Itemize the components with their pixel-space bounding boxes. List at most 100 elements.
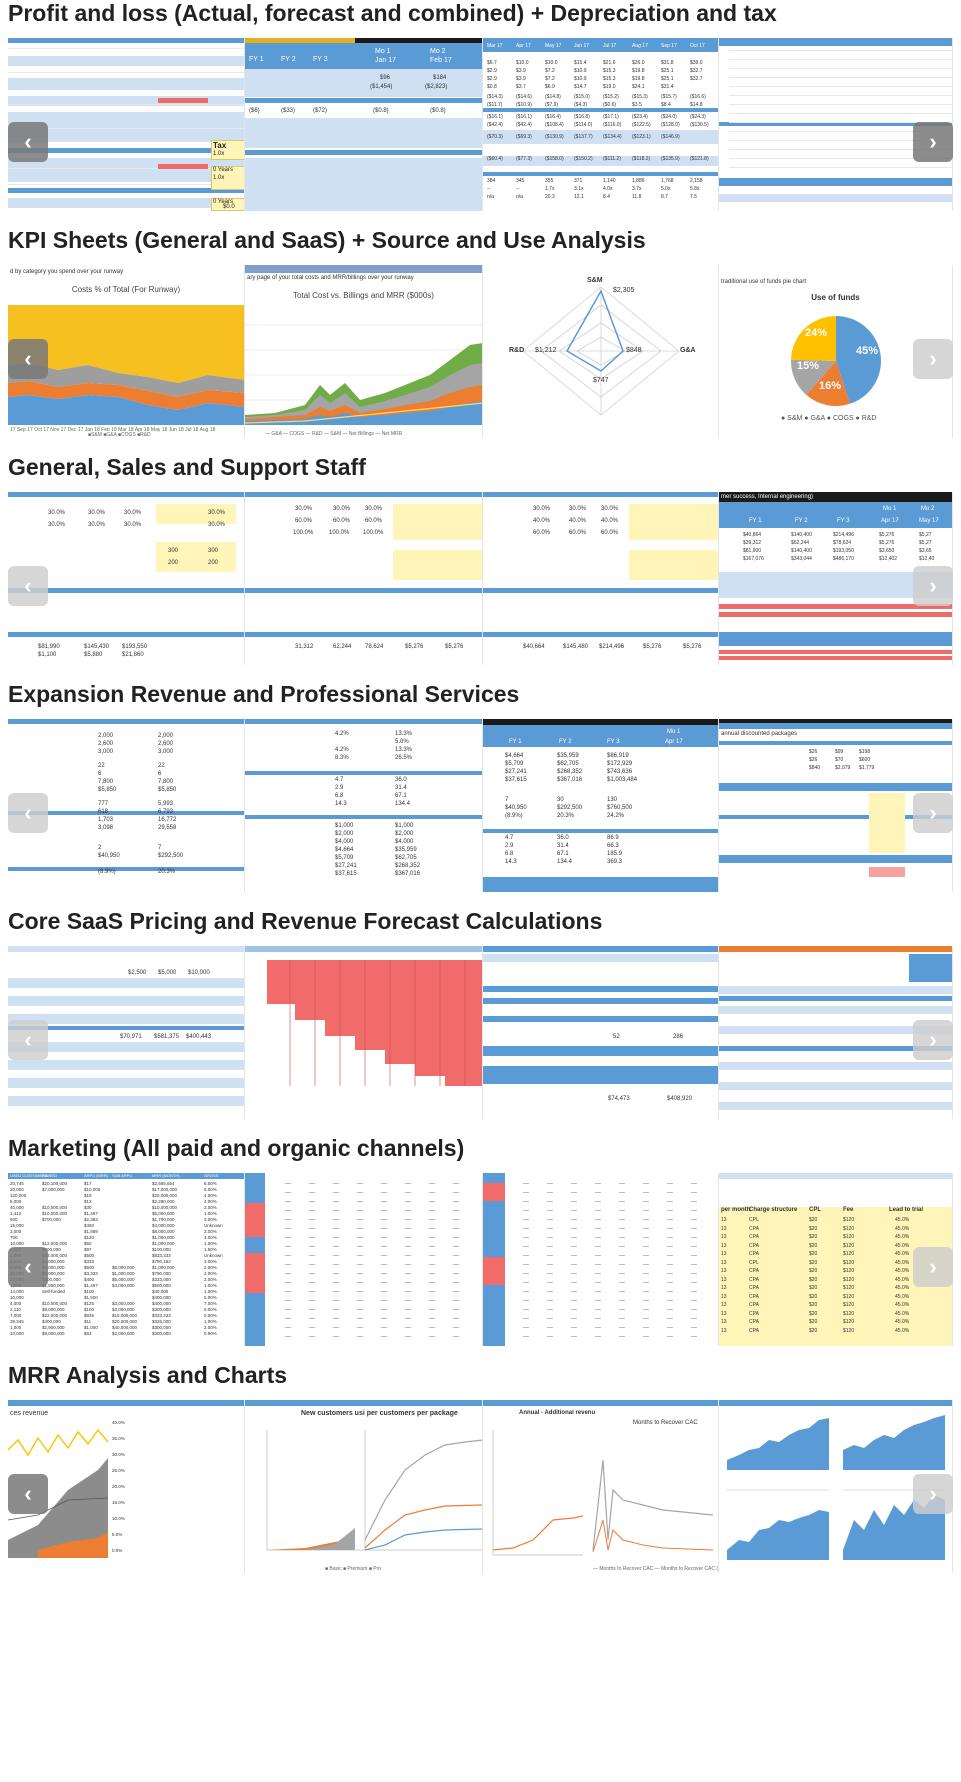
cell-value: ($118.2) (632, 156, 651, 162)
carousel-thumbnail[interactable]: Mar 17 Apr 17 May 17 Jun 17 Jul 17 Aug 17 Sep … (483, 38, 719, 211)
cell-mark (381, 1282, 387, 1283)
carousel-thumbnail[interactable]: 30.0% 30.0% 30.0% 40.0% 40.0% 40.0% 60.0… (483, 492, 719, 665)
carousel-thumbnail[interactable]: 30.0% 30.0% 30.0% 60.0% 60.0% 60.0% 100.… (245, 492, 483, 665)
cell-value: $27,241 (505, 769, 527, 775)
cell-value: 500 (10, 1217, 18, 1222)
grid-line (729, 158, 952, 159)
cell-mark (309, 1291, 315, 1292)
cell-value: 60.0% (365, 518, 383, 524)
cell-value: 4.2% (335, 731, 349, 737)
carousel-thumbnail[interactable] (245, 1173, 483, 1346)
cell-mark (285, 1300, 291, 1301)
carousel-next-button[interactable]: › (913, 566, 953, 606)
cell-mark (523, 1300, 529, 1301)
carousel-thumbnail[interactable]: Annual - Additional revenu Months to Rec… (483, 1400, 719, 1573)
carousel-thumbnail[interactable]: per month Charge structure CPL Fee Lead … (719, 1173, 953, 1346)
carousel-thumbnail[interactable] (245, 946, 483, 1119)
cell-value: $2,000,000 (112, 1331, 135, 1336)
line-gray (8, 1497, 109, 1521)
carousel-thumbnail[interactable]: USED CUSTOMERS RAISED ARPU (MRR) SUB ARPU MR… (8, 1173, 245, 1346)
cell-mark (643, 1318, 649, 1319)
cell-value: $14.7 (574, 84, 587, 90)
carousel-next-button[interactable]: › (913, 339, 953, 379)
cell-value: ($42.4) (516, 122, 532, 128)
cell-value: 3.00% (204, 1259, 217, 1264)
cell-mark (523, 1264, 529, 1265)
chart-note: annual discounted packages (721, 731, 798, 737)
carousel-next-button[interactable]: › (913, 793, 953, 833)
column-header: RAISED (42, 1173, 57, 1178)
cell-value: $172,929 (607, 761, 633, 767)
cell-mark (691, 1210, 697, 1211)
cell-mark (309, 1192, 315, 1193)
cell-mark (547, 1210, 553, 1211)
carousel-prev-button[interactable]: ‹ (8, 793, 48, 833)
carousel-prev-button[interactable]: ‹ (8, 566, 48, 606)
cell-value: $4,000 (335, 839, 354, 845)
carousel-prev-button[interactable]: ‹ (8, 122, 48, 162)
cell-value: 13 (721, 1276, 727, 1283)
carousel-prev-button[interactable]: ‹ (8, 1020, 48, 1060)
carousel-prev-button[interactable]: ‹ (8, 1474, 48, 1514)
carousel-thumbnail[interactable]: Tax 1.0x 0 Years 1.0x 0 Years $0.0 (8, 38, 245, 211)
cell-value: 13.3% (395, 731, 413, 737)
cell-value: 286 (673, 1034, 684, 1040)
carousel-thumbnail[interactable]: S&M $2,305 R&D $1,212 $848 G&A $747 (483, 265, 719, 438)
cell-mark (547, 1246, 553, 1247)
carousel-thumbnail[interactable] (719, 1400, 953, 1573)
cell-value: $4,000,000 (42, 1265, 65, 1270)
cell-value: $2,079 (835, 765, 851, 771)
carousel-thumbnail[interactable]: FY 1 FY 2 FY 3 Mo 1 Apr 17 $4,664 $35,959… (483, 719, 719, 892)
cell-mark (357, 1192, 363, 1193)
carousel-thumbnail[interactable]: annual discounted packages $26 $99 $198 $26… (719, 719, 953, 892)
cell-mark (309, 1183, 315, 1184)
cell-value: ($15.3) (632, 94, 648, 100)
cell-mark (309, 1318, 315, 1319)
cell-mark (453, 1228, 459, 1229)
cell-mark (333, 1237, 339, 1238)
grid-line (729, 122, 952, 123)
column-header: Mo 1 (375, 48, 391, 55)
cell-value: $1,000 (335, 823, 354, 829)
carousel-thumbnail[interactable]: FY 1 FY 2 FY 3 Mo 1 Jan 17 Mo 2 Feb 17 $… (245, 38, 483, 211)
cell-mark (595, 1183, 601, 1184)
cell-value: $1,467 (84, 1211, 98, 1216)
carousel-next-button[interactable]: › (913, 1474, 953, 1514)
cell-mark (381, 1300, 387, 1301)
carousel-prev-button[interactable]: ‹ (8, 339, 48, 379)
carousel-thumbnail[interactable]: 52 286 $74,473 $408,920 (483, 946, 719, 1119)
carousel-thumbnail[interactable] (719, 38, 953, 211)
cell-mark (595, 1282, 601, 1283)
cell-value: $81,990 (38, 644, 60, 650)
carousel-next-button[interactable]: › (913, 122, 953, 162)
cell-value: $37,615 (505, 777, 527, 783)
carousel-next-button[interactable]: › (913, 1247, 953, 1287)
cell-mark (691, 1309, 697, 1310)
cell-value: $20 (809, 1234, 818, 1240)
carousel-thumbnail[interactable] (483, 1173, 719, 1346)
grid-line (729, 149, 952, 150)
carousel-thumbnail[interactable]: ary page of your total costs and MRR/bil… (245, 265, 483, 438)
cell-value: $31.4 (661, 84, 674, 90)
cell-value: $6.9 (545, 84, 555, 90)
y-axis-label: 30.0% (112, 1452, 125, 1457)
column-subheader: Feb 17 (430, 57, 452, 64)
carousel-thumbnail[interactable]: New customers usi per customers per pack… (245, 1400, 483, 1573)
cell-value: ($137.7) (574, 134, 593, 140)
cell-value: $1,000,000 (152, 1235, 175, 1240)
column-header: Mo 1 (667, 729, 681, 735)
carousel-thumbnail[interactable]: 4.2% 13.3% 5.0% 4.2% 13.3% 8.3% 26.5% 4.7 36.0 2.… (245, 719, 483, 892)
carousel-next-button[interactable]: › (913, 1020, 953, 1060)
carousel-prev-button[interactable]: ‹ (8, 1247, 48, 1287)
cell-mark (643, 1327, 649, 1328)
cell-mark (405, 1318, 411, 1319)
cell-value: 16,772 (158, 817, 177, 823)
cell-value: 100.0% (329, 530, 350, 536)
cell-mark (453, 1336, 459, 1337)
cell-mark (595, 1336, 601, 1337)
cell-mark (643, 1264, 649, 1265)
carousel-thumbnail[interactable]: 2,000 2,000 2,600 2,600 3,000 3,000 22 22 6 6 7,80… (8, 719, 245, 892)
cell-value: 4.0x (603, 186, 613, 192)
cell-value: $343,044 (791, 556, 812, 562)
cell-value: $20 (809, 1242, 818, 1249)
